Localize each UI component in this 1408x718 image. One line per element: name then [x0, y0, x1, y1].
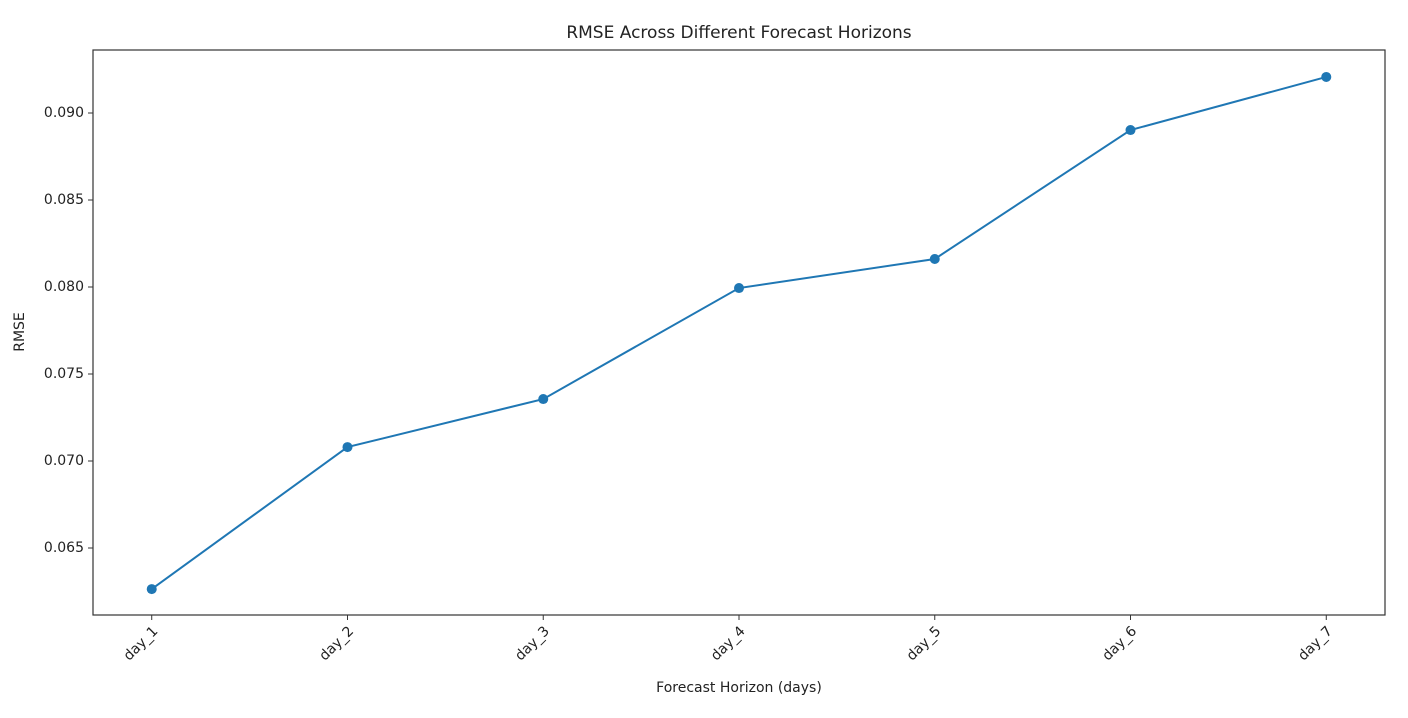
x-tick-label: day_7 [1295, 623, 1336, 664]
y-tick-label: 0.065 [44, 540, 84, 556]
x-tick-label: day_6 [1099, 623, 1140, 664]
x-tick-label: day_1 [121, 623, 162, 664]
marker [1125, 125, 1136, 136]
marker [734, 283, 744, 294]
x-tick-label: day_3 [512, 623, 553, 664]
x-tick-label: day_4 [708, 623, 749, 664]
y-tick-label: 0.080 [44, 279, 84, 295]
chart-title: RMSE Across Different Forecast Horizons [566, 23, 911, 43]
x-tick-label: day_2 [316, 623, 357, 664]
marker [342, 442, 353, 453]
marker [146, 584, 157, 595]
marker [1321, 71, 1332, 82]
y-tick-label: 0.085 [44, 192, 84, 208]
y-axis-label: RMSE [12, 312, 28, 352]
marker [538, 394, 549, 405]
x-tick-label: day_5 [904, 623, 945, 664]
line [151, 76, 1327, 590]
y-tick-label: 0.075 [44, 366, 84, 382]
y-tick-label: 0.070 [44, 453, 84, 469]
y-tick-label: 0.090 [44, 105, 84, 121]
x-axis-label: Forecast Horizon (days) [656, 680, 822, 696]
plot-frame [92, 49, 1386, 616]
marker [929, 253, 940, 264]
